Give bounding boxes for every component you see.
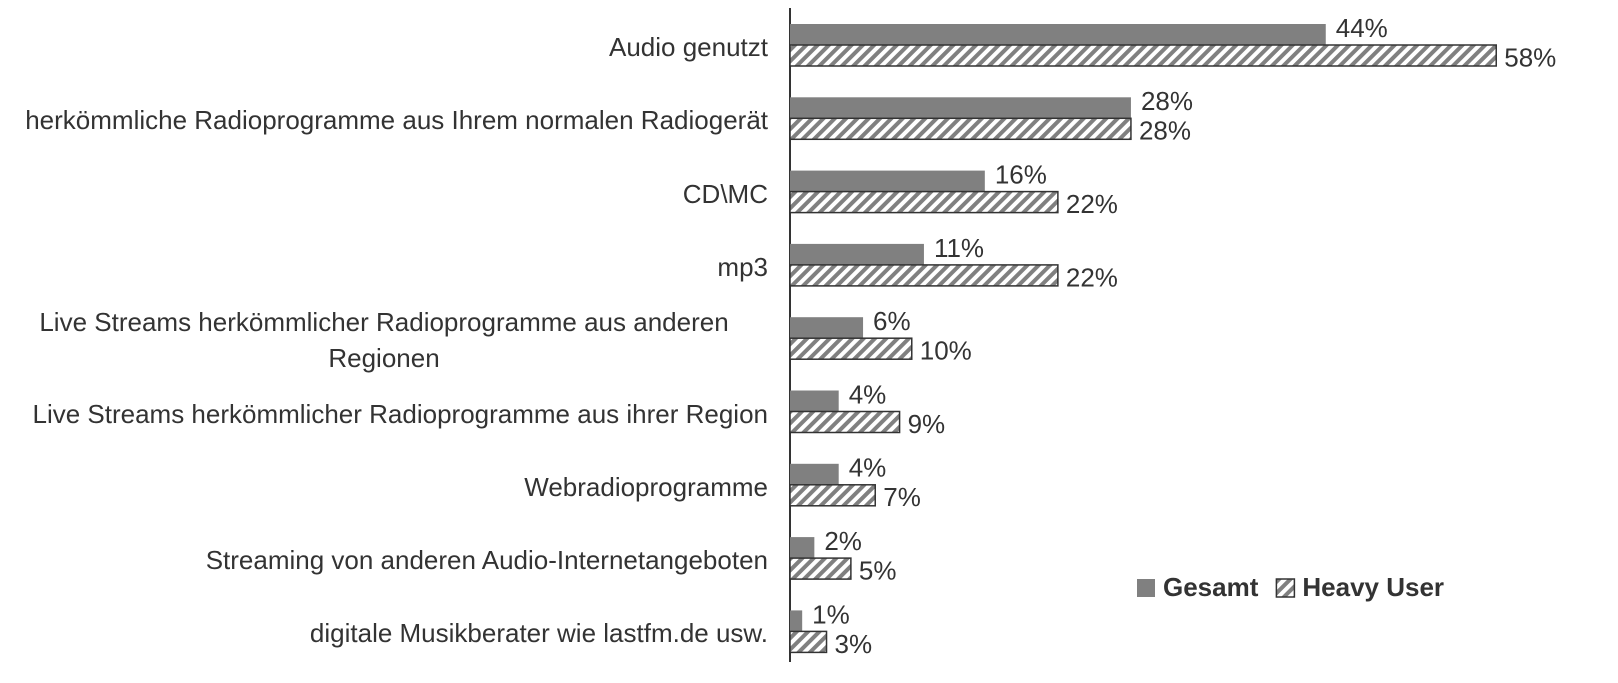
bar [789,410,901,434]
value-label: 22% [1066,189,1118,219]
value-label: 9% [908,409,946,439]
y-tick-label: CD\MC [682,178,768,209]
y-tick-label: Webradioprogramme [524,471,768,502]
legend-label: Gesamt [1163,572,1259,602]
bar [790,463,839,485]
bar [790,97,1131,119]
bar [789,190,1059,214]
legend-swatch [1137,579,1155,597]
value-label: 44% [1336,13,1388,43]
value-label: 6% [873,306,911,336]
y-tick-label: digitale Musikberater wie lastfm.de usw. [309,618,768,649]
bar [789,630,828,654]
value-label: 11% [934,233,984,263]
value-label: 2% [824,526,862,556]
y-tick-label: Audio genutzt [608,32,768,62]
bar [790,317,864,339]
bar [789,557,852,580]
value-label: 5% [859,555,897,585]
value-label: 1% [812,599,850,629]
y-tick-label: Streaming von anderen Audio-Internetange… [205,545,768,576]
value-label: 10% [920,336,972,366]
legend-label: Heavy User [1302,572,1444,602]
value-label: 4% [849,453,887,483]
bar [789,337,913,360]
value-label: 58% [1504,42,1556,72]
bar [789,484,876,507]
bar [790,390,839,412]
bar [790,610,803,632]
y-tick-label: Live Streams herkömmlicher Radioprogramm… [39,307,729,374]
value-label: 7% [883,482,921,512]
bar [790,170,985,192]
bar [790,243,924,265]
bar [790,537,815,559]
legend-swatch [1275,578,1296,598]
value-label: 28% [1141,86,1193,116]
bar [789,44,1497,67]
value-label: 16% [995,159,1047,189]
y-tick-label: herkömmliche Radioprogramme aus Ihrem no… [25,105,768,136]
bar [789,117,1132,141]
value-label: 4% [849,379,887,409]
value-label: 3% [835,629,873,659]
y-tick-label: mp3 [717,251,768,282]
bar [789,264,1059,287]
value-label: 28% [1139,116,1191,146]
y-tick-label: Live Streams herkömmlicher Radioprogramm… [32,398,768,429]
bar [790,24,1326,45]
value-label: 22% [1066,262,1118,292]
